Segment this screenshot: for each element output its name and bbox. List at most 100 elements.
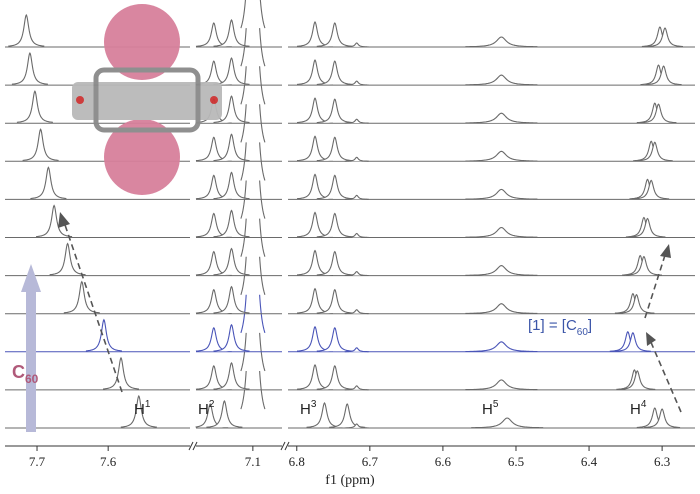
- spectra: [5, 0, 695, 429]
- peak: [297, 363, 333, 390]
- peak: [213, 285, 250, 314]
- peak: [297, 97, 333, 124]
- peak: [344, 347, 369, 353]
- axis-break: [280, 441, 286, 451]
- peak: [213, 361, 250, 390]
- peak: [297, 173, 333, 200]
- peak: [614, 332, 651, 352]
- peak: [213, 133, 250, 162]
- axis-break: [188, 441, 194, 451]
- peak: [647, 27, 683, 48]
- peak: [465, 379, 538, 391]
- peak: [465, 150, 538, 162]
- peak: [316, 22, 353, 47]
- peak: [63, 280, 100, 314]
- peak: [30, 166, 67, 200]
- peak: [619, 370, 656, 390]
- peak: [625, 255, 662, 276]
- peak: [316, 136, 353, 162]
- x-tick-label: 6.6: [435, 454, 452, 469]
- x-tick-label: 7.6: [100, 454, 117, 469]
- axis-break: [192, 441, 198, 451]
- peak: [316, 326, 353, 352]
- x-tick-label: 6.5: [508, 454, 524, 469]
- peak: [316, 212, 353, 238]
- peak: [629, 217, 666, 238]
- peak: [316, 250, 353, 276]
- x-tick-label: 6.7: [362, 454, 379, 469]
- peak: [344, 80, 369, 86]
- peak: [316, 365, 353, 390]
- peak: [344, 423, 369, 429]
- peak: [297, 325, 333, 352]
- label-h5: H5: [482, 399, 499, 418]
- peak: [329, 403, 366, 428]
- peak: [633, 179, 670, 200]
- guest-label: C60: [12, 362, 39, 386]
- peak: [644, 408, 681, 429]
- label-h1: H1: [134, 399, 151, 418]
- peak: [316, 174, 353, 200]
- peak: [49, 242, 86, 276]
- label-h4: H4: [630, 399, 647, 418]
- peak: [618, 293, 655, 314]
- peak: [240, 0, 266, 29]
- peak: [344, 194, 369, 200]
- peak: [213, 95, 250, 124]
- x-axis-title: f1 (ppm): [325, 473, 375, 488]
- peak: [344, 309, 369, 315]
- dashed-arrow-heads: [58, 212, 671, 346]
- label-h2: H2: [198, 399, 215, 418]
- x-tick-label: 6.4: [581, 454, 598, 469]
- peak: [120, 394, 157, 428]
- peak: [316, 60, 353, 86]
- peak: [344, 271, 369, 277]
- peak: [465, 265, 538, 276]
- peak: [213, 247, 250, 276]
- axis-break: [284, 441, 290, 451]
- peak: [297, 249, 333, 276]
- peak: [103, 356, 139, 390]
- ratio-label: [1] = [C60]: [528, 317, 592, 338]
- molecule: [72, 4, 222, 195]
- peak: [465, 341, 538, 353]
- label-h3: H3: [300, 399, 317, 418]
- peak: [297, 287, 333, 314]
- peak: [297, 21, 333, 47]
- peak: [344, 156, 369, 162]
- peak: [213, 19, 250, 47]
- peak: [640, 103, 677, 124]
- peak: [16, 90, 53, 123]
- peak: [465, 226, 538, 238]
- peak: [344, 232, 369, 238]
- peak: [465, 188, 538, 200]
- peak: [213, 209, 250, 238]
- peak: [297, 211, 333, 238]
- peak: [297, 59, 333, 85]
- peak: [297, 135, 333, 162]
- dashed-arrows: [63, 221, 682, 413]
- x-axis: 7.7 7.6 7.1 6.8 6.7 6.6 6.5 6.4 6.3: [5, 441, 695, 469]
- peak: [8, 13, 45, 47]
- peak: [344, 118, 369, 124]
- x-tick-label: 6.3: [654, 454, 670, 469]
- peak: [206, 400, 243, 428]
- peak: [213, 323, 250, 352]
- peak: [22, 128, 59, 161]
- peak: [316, 288, 353, 314]
- peak: [465, 112, 538, 124]
- arrow-body: [26, 290, 36, 432]
- x-tick-label: 7.7: [29, 454, 46, 469]
- peak: [465, 36, 538, 48]
- peak: [465, 303, 538, 314]
- peak: [645, 65, 682, 86]
- peak: [316, 98, 353, 124]
- peak: [471, 417, 544, 429]
- peak: [344, 385, 369, 391]
- peak: [11, 51, 48, 85]
- peak: [465, 74, 538, 86]
- peak: [344, 42, 369, 48]
- peak: [36, 204, 73, 238]
- arrow-head: [21, 264, 41, 292]
